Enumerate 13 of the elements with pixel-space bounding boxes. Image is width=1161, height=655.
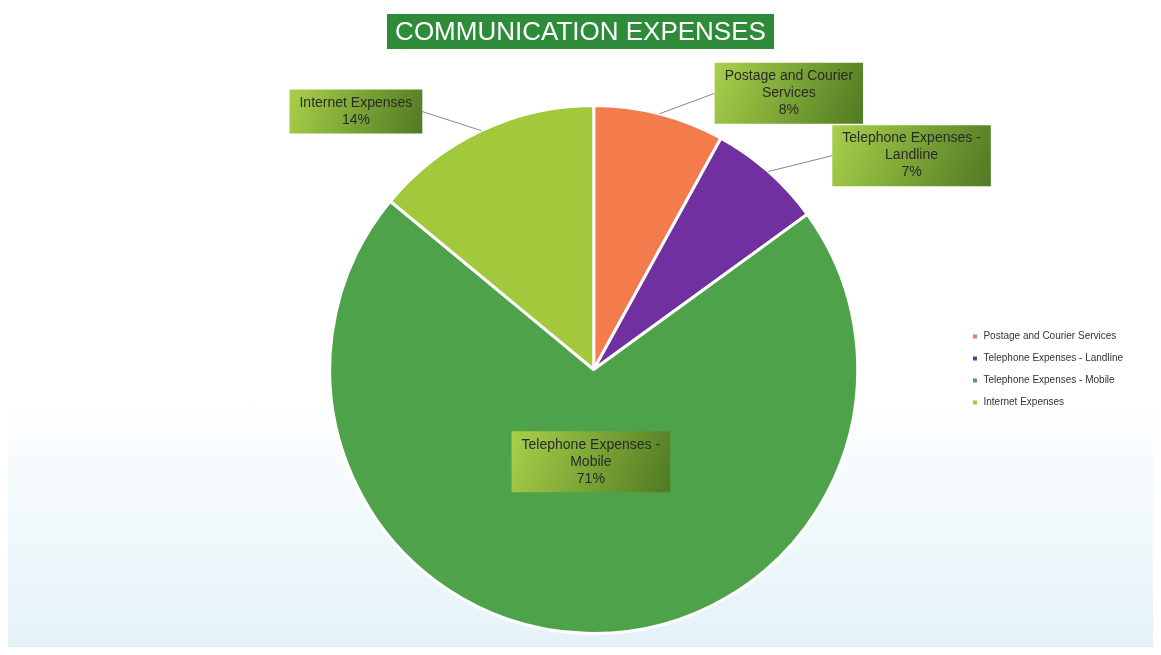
- legend-label: Telephone Expenses - Mobile: [983, 374, 1116, 386]
- legend-label: Internet Expenses: [983, 396, 1065, 408]
- data-label: 7%: [901, 163, 922, 180]
- data-label: 14%: [341, 110, 370, 127]
- slice-label: Telephone Expenses - Landline: [842, 129, 982, 163]
- data-label: 71%: [576, 469, 605, 486]
- data-label: 8%: [778, 101, 799, 118]
- slice-label: Telephone Expenses - Mobile: [521, 435, 661, 469]
- slice-label: Postage and Courier Services: [724, 67, 854, 101]
- legend-label: Postage and Courier Services: [983, 330, 1117, 342]
- legend-label: Telephone Expenses - Landline: [983, 352, 1124, 364]
- slice-label: Internet Expenses: [299, 93, 413, 110]
- chart-title: COMMUNICATION EXPENSES: [387, 14, 774, 49]
